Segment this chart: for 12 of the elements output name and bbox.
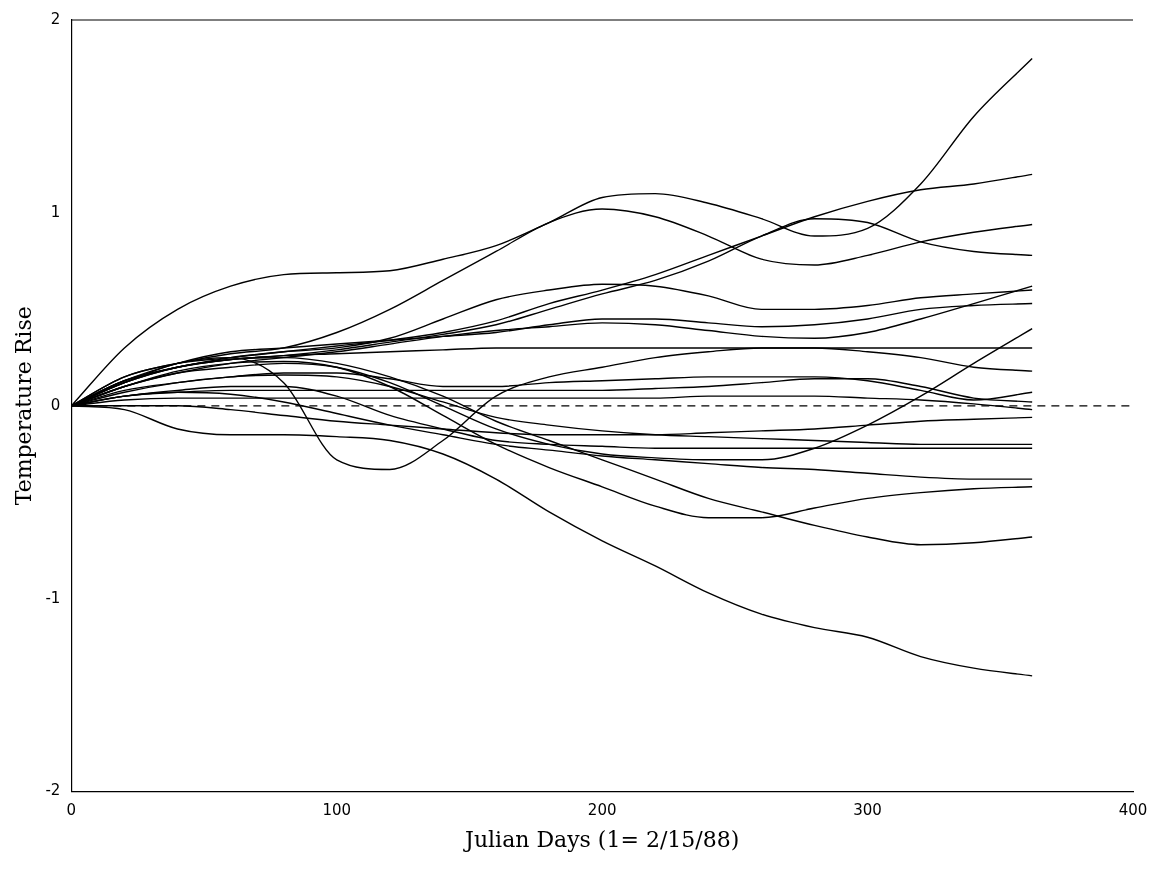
x-tick-label: 0	[66, 801, 77, 820]
y-tick-label: -1	[45, 588, 61, 607]
y-axis-title: Temperature Rise	[10, 306, 36, 506]
x-axis-title: Julian Days (1= 2/15/88)	[463, 826, 740, 852]
y-tick-label: 1	[50, 202, 61, 221]
y-tick-label: 2	[50, 9, 61, 28]
y-tick-label: -2	[45, 781, 61, 800]
x-tick-label: 400	[1118, 801, 1148, 820]
y-tick-label: 0	[50, 395, 61, 414]
x-tick-label: 100	[322, 801, 352, 820]
x-tick-label: 200	[587, 801, 617, 820]
x-tick-label: 300	[853, 801, 882, 820]
